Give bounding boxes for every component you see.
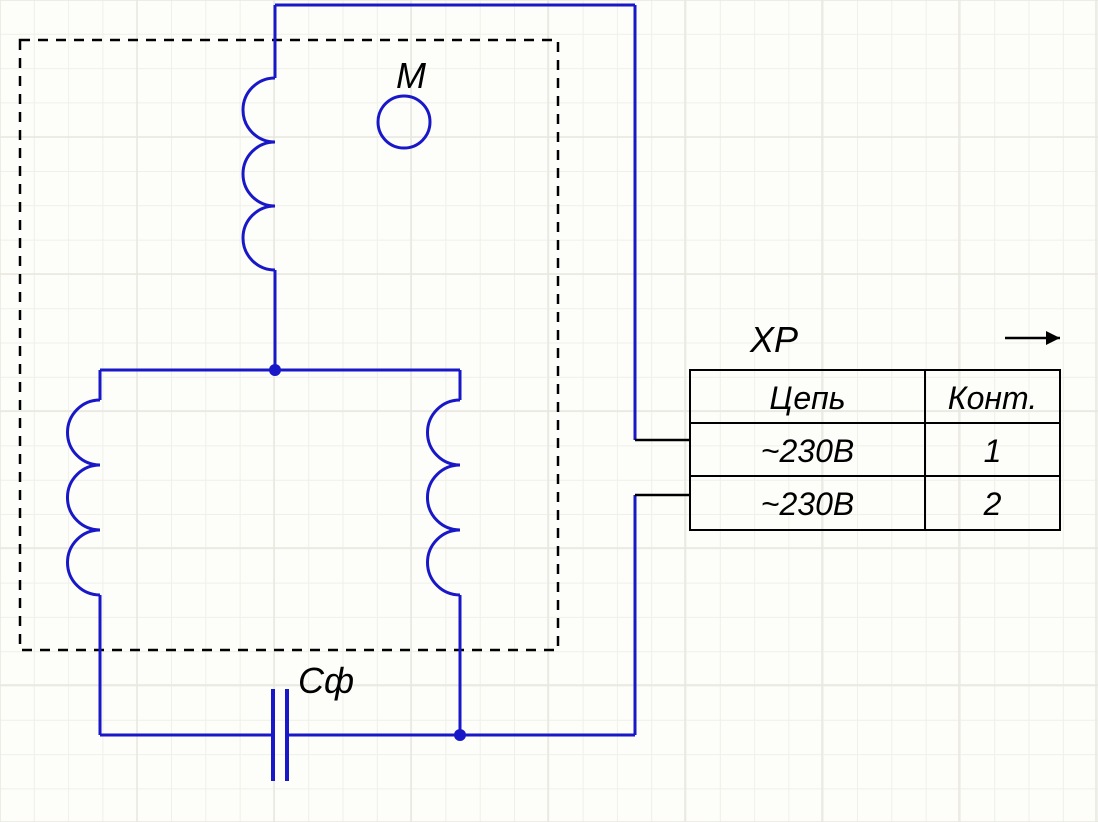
schematic-canvas: M Cф Цепь Конт. ~230В 1 ~230В 2 XP [0, 0, 1098, 822]
schematic: M Cф Цепь Конт. ~230В 1 ~230В 2 XP [20, 5, 1060, 781]
xp-r2c1: ~230В [761, 486, 854, 522]
xp-r2c2: 2 [983, 486, 1002, 522]
winding-aux-left [67, 400, 100, 595]
motor-enclosure [20, 40, 558, 650]
xp-r1c1: ~230В [761, 433, 854, 469]
label-capacitor: Cф [298, 660, 354, 701]
motor-symbol [378, 96, 430, 148]
winding-main [243, 78, 275, 270]
node-top [269, 364, 281, 376]
label-motor: M [396, 55, 426, 96]
xp-r1c2: 1 [984, 433, 1002, 469]
xp-col2-header: Конт. [948, 380, 1037, 416]
label-xp: XP [749, 319, 798, 360]
grid [0, 0, 1098, 822]
xp-col1-header: Цепь [769, 380, 845, 416]
winding-aux-right [427, 400, 460, 595]
